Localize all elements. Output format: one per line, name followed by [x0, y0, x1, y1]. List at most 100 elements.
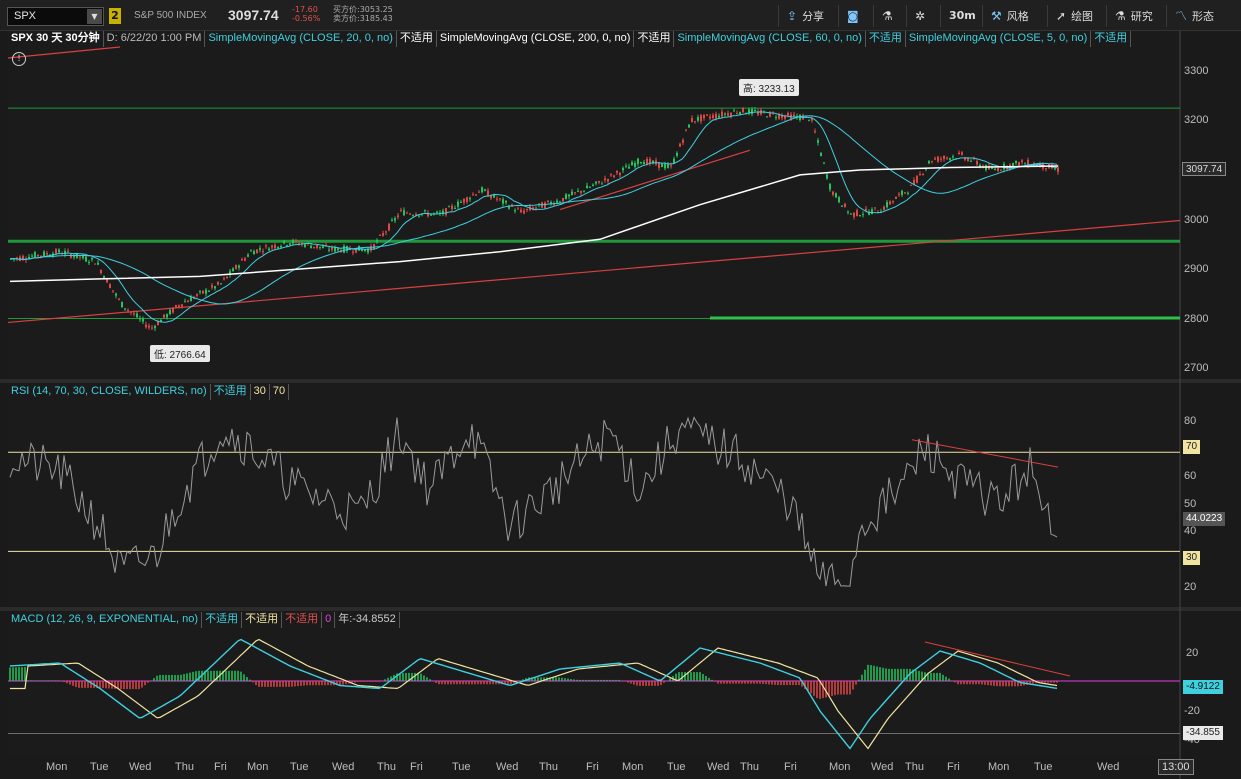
candle-body — [547, 200, 549, 202]
candle-body — [184, 301, 186, 303]
settings-button[interactable]: ✲ — [906, 5, 930, 27]
candle-body — [166, 314, 168, 318]
timeframe-button[interactable]: 30m — [940, 5, 976, 27]
candle-body — [364, 249, 366, 251]
rsi-line — [9, 416, 1058, 587]
sma5-label[interactable]: SimpleMovingAvg (CLOSE, 5, 0, no) — [906, 31, 1092, 47]
macd-signal — [10, 638, 1058, 750]
chart-title[interactable]: SPX 30 天 30分钟 — [8, 31, 104, 47]
candle-body — [922, 173, 924, 175]
candle-body — [652, 160, 654, 163]
candle-body — [517, 208, 519, 210]
macd-value: 不适用 — [202, 612, 243, 628]
share-button[interactable]: ⇪ 分享 — [778, 5, 824, 27]
candle-body — [451, 205, 453, 210]
candle-body — [322, 246, 324, 249]
candle-body — [262, 251, 264, 253]
candle-body — [850, 213, 852, 215]
candle-body — [337, 248, 339, 251]
sma20-label[interactable]: SimpleMovingAvg (CLOSE, 20, 0, no) — [205, 31, 397, 47]
candle-body — [376, 239, 378, 242]
candle-body — [139, 317, 141, 320]
alert-icon[interactable]: ! — [12, 52, 26, 66]
candle-body — [871, 209, 873, 215]
drawings-button[interactable]: ➚ 绘图 — [1047, 5, 1093, 27]
candle-body — [259, 248, 261, 250]
candle-body — [268, 248, 270, 251]
candle-body — [487, 190, 489, 197]
link-group-badge[interactable]: 2 — [109, 8, 121, 24]
bid-price: 买方价:3053.25 — [333, 5, 393, 14]
rsi-ob: 30 — [251, 384, 270, 400]
candle-body — [1000, 169, 1002, 171]
candle-body — [331, 246, 333, 250]
candle-body — [412, 215, 414, 217]
candle-body — [778, 114, 780, 119]
sma60-label[interactable]: SimpleMovingAvg (CLOSE, 60, 0, no) — [674, 31, 866, 47]
candle-body — [370, 246, 372, 251]
candle-body — [373, 244, 375, 249]
candle-body — [136, 313, 138, 318]
cursor-icon: ➚ — [1056, 9, 1067, 23]
price-legend: SPX 30 天 30分钟 D: 6/22/20 1:00 PM SimpleMov… — [8, 31, 1132, 47]
candle-body — [784, 115, 786, 119]
candle-body — [430, 214, 432, 216]
candle-body — [106, 278, 108, 283]
candle-body — [901, 190, 903, 195]
rsi-value-tag: 44.0223 — [1183, 512, 1226, 526]
candle-body — [361, 248, 363, 252]
sma20-value: 不适用 — [397, 31, 437, 47]
net-change: -17.60 -0.56% — [292, 5, 320, 23]
candle-body — [865, 208, 867, 211]
candle-body — [925, 168, 927, 170]
sma-line — [9, 165, 1059, 283]
candle-body — [586, 185, 588, 189]
candle-body — [757, 111, 759, 115]
candle-body — [256, 249, 258, 253]
chart-frame — [0, 31, 1241, 779]
price-tick: 3300 — [1184, 65, 1209, 77]
candle-body — [514, 210, 516, 212]
chevron-down-icon[interactable]: ▼ — [87, 9, 102, 24]
candle-body — [67, 250, 69, 252]
sma200-label[interactable]: SimpleMovingAvg (CLOSE, 200, 0, no) — [437, 31, 635, 47]
timeframe-label: 30m — [949, 9, 976, 22]
candle-body — [64, 250, 66, 255]
candle-body — [319, 246, 321, 248]
patterns-button[interactable]: 〽形态 — [1166, 5, 1214, 27]
candle-body — [130, 311, 132, 313]
candle-body — [61, 253, 63, 255]
candle-body — [658, 162, 660, 168]
x-tick: Thu — [377, 761, 396, 773]
macd-title[interactable]: MACD (12, 26, 9, EXPONENTIAL, no) — [8, 612, 203, 628]
candle-body — [835, 193, 837, 198]
candle-body — [562, 198, 564, 202]
candle-body — [235, 265, 237, 269]
style-button[interactable]: ⚒ 风格 — [982, 5, 1029, 27]
snapshot-button[interactable]: ◙ — [838, 5, 864, 27]
rsi-tick: 40 — [1184, 525, 1197, 537]
studies-button[interactable]: ⚗ 研究 — [1106, 5, 1153, 27]
candle-body — [79, 256, 81, 258]
candle-body — [211, 285, 213, 288]
gear-icon: ✲ — [915, 9, 926, 23]
candle-body — [667, 164, 669, 168]
flask-button[interactable]: ⚗ — [873, 5, 898, 27]
rsi-title[interactable]: RSI (14, 70, 30, CLOSE, WILDERS, no) — [8, 384, 211, 400]
sma60-value: 不适用 — [866, 31, 906, 47]
price-tick: 3200 — [1184, 114, 1209, 126]
candle-body — [940, 158, 942, 160]
candle-body — [190, 297, 192, 302]
rsi-tick: 20 — [1184, 581, 1197, 593]
candle-body — [436, 211, 438, 213]
candle-body — [769, 111, 771, 117]
candle-body — [97, 262, 99, 265]
candle-body — [997, 167, 999, 172]
x-tick: Wed — [332, 761, 355, 773]
candle-body — [124, 308, 126, 310]
candle-body — [118, 298, 120, 300]
symbol-input[interactable]: SPX ▼ — [7, 7, 104, 26]
candle-body — [463, 198, 465, 203]
candle-body — [994, 168, 996, 170]
chart-canvas[interactable] — [0, 31, 1241, 779]
